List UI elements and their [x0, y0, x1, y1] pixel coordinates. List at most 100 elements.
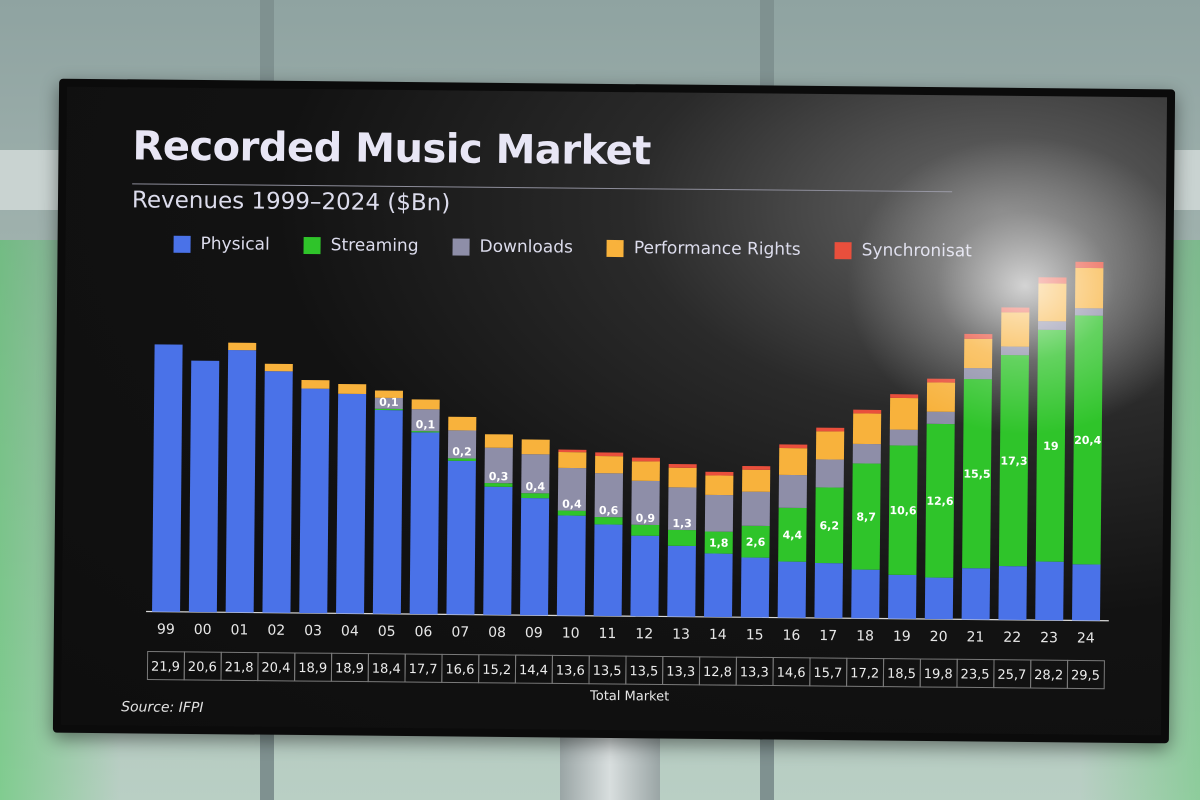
streaming-data-label: 0,1	[416, 418, 436, 431]
bar-segment-physical	[225, 349, 257, 613]
x-tick-label: 01	[230, 622, 248, 638]
streaming-data-label: 20,4	[1074, 434, 1102, 447]
x-tick-label: 24	[1077, 630, 1095, 646]
bar-segment-streaming	[814, 487, 844, 564]
bar-segment-physical	[704, 553, 733, 618]
streaming-data-label: 0,4	[562, 498, 582, 511]
x-tick-label: 11	[598, 626, 616, 642]
total-market-value: 21,9	[151, 660, 180, 675]
x-tick-label: 23	[1040, 630, 1058, 646]
bar-segment-physical	[483, 486, 513, 616]
x-tick-label: 14	[709, 627, 727, 643]
total-market-value: 18,4	[372, 662, 401, 677]
x-tick-label: 21	[966, 629, 984, 645]
total-market-value: 19,8	[924, 667, 953, 682]
bar-segment-physical	[152, 344, 183, 612]
bar-segment-synchronisat	[668, 464, 697, 468]
bar-segment-performance-rights	[521, 439, 550, 455]
bar-segment-physical	[630, 535, 660, 617]
bar-segment-downloads	[668, 487, 697, 531]
x-tick-label: 07	[451, 624, 469, 640]
bar-segment-downloads	[1000, 346, 1030, 356]
bar-segment-streaming	[851, 463, 881, 570]
total-market-cell	[1066, 659, 1105, 690]
bar-segment-performance-rights	[668, 467, 697, 488]
total-market-value: 17,2	[850, 666, 879, 681]
bar-segment-downloads	[815, 459, 844, 488]
bar-segment-downloads	[1037, 321, 1067, 330]
streaming-data-label: 1,8	[709, 536, 729, 549]
streaming-data-label: 19	[1043, 440, 1058, 453]
bar-segment-performance-rights	[484, 434, 513, 448]
streaming-data-label: 0,3	[489, 470, 509, 483]
bar-segment-performance-rights	[926, 382, 956, 412]
total-market-value: 15,7	[813, 666, 842, 681]
bar-segment-synchronisat	[816, 427, 845, 432]
total-market-value: 18,9	[335, 661, 364, 676]
bar-segment-performance-rights	[1075, 267, 1104, 309]
x-tick-label: 18	[856, 628, 874, 644]
total-market-value: 18,9	[298, 661, 327, 676]
bar-segment-downloads	[741, 491, 771, 526]
bar-segment-streaming	[925, 423, 955, 578]
bar-segment-synchronisat	[558, 449, 587, 453]
x-tick-label: 16	[782, 628, 800, 644]
bar-segment-downloads	[963, 368, 993, 380]
total-market-value: 13,3	[740, 665, 769, 680]
bar-segment-downloads	[594, 473, 624, 518]
x-tick-label: 09	[525, 625, 543, 641]
bar-segment-physical	[1072, 564, 1101, 621]
bar-segment-downloads	[411, 409, 440, 432]
bar-segment-physical	[924, 577, 954, 620]
bar-segment-performance-rights	[964, 338, 993, 369]
bar-segment-downloads	[852, 443, 881, 464]
bar-segment-performance-rights	[228, 342, 257, 351]
x-tick-label: 00	[194, 622, 212, 638]
bar-segment-performance-rights	[264, 363, 293, 372]
slide: Recorded Music Market Revenues 1999–2024…	[60, 86, 1168, 736]
x-tick-label: 17	[819, 628, 837, 644]
bar-segment-physical	[851, 569, 880, 619]
total-market-value: 13,6	[556, 663, 585, 678]
streaming-data-label: 1,3	[672, 517, 692, 530]
bar-segment-downloads	[484, 447, 513, 484]
streaming-data-label: 2,6	[746, 536, 766, 549]
bar-segment-physical	[372, 409, 403, 614]
bar-segment-streaming	[888, 445, 918, 575]
streaming-data-label: 17,3	[1000, 455, 1027, 468]
bar-segment-streaming	[631, 524, 660, 536]
bar-segment-streaming	[778, 507, 807, 562]
x-tick-label: 03	[304, 623, 322, 639]
total-market-value: 14,4	[519, 663, 548, 678]
streaming-data-label: 4,4	[783, 529, 803, 542]
bar-segment-performance-rights	[595, 456, 624, 474]
bar-segment-streaming	[374, 408, 403, 411]
bar-segment-synchronisat	[964, 333, 993, 340]
bar-segment-performance-rights	[815, 431, 845, 460]
tv-stand	[560, 730, 660, 800]
bar-segment-physical	[262, 371, 293, 613]
total-market-value: 29,5	[1071, 668, 1100, 683]
bar-segment-physical	[667, 545, 696, 617]
x-tick-label: 10	[562, 626, 580, 642]
bar-segment-physical	[520, 497, 550, 616]
streaming-data-label: 10,6	[889, 504, 917, 517]
total-market-value: 15,2	[482, 663, 511, 678]
total-market-value: 13,5	[629, 664, 658, 679]
bar-segment-streaming	[594, 516, 623, 525]
bar-segment-downloads	[926, 411, 955, 425]
total-market-label: Total Market	[589, 689, 669, 705]
total-market-value: 21,8	[225, 660, 254, 675]
total-market-value: 28,2	[1034, 668, 1063, 683]
streaming-data-label: 0,2	[452, 445, 472, 458]
streaming-data-label: 0,1	[379, 396, 399, 409]
source-note: Source: IFPI	[121, 699, 204, 717]
bar-segment-synchronisat	[927, 378, 956, 383]
total-market-value: 13,3	[666, 665, 695, 680]
streaming-data-label: 0,6	[599, 504, 619, 517]
bar-segment-physical	[409, 432, 440, 615]
bar-segment-physical	[1035, 561, 1064, 621]
bar-segment-synchronisat	[1001, 307, 1030, 313]
bar-segment-physical	[888, 574, 917, 619]
bar-segment-streaming	[521, 493, 550, 499]
